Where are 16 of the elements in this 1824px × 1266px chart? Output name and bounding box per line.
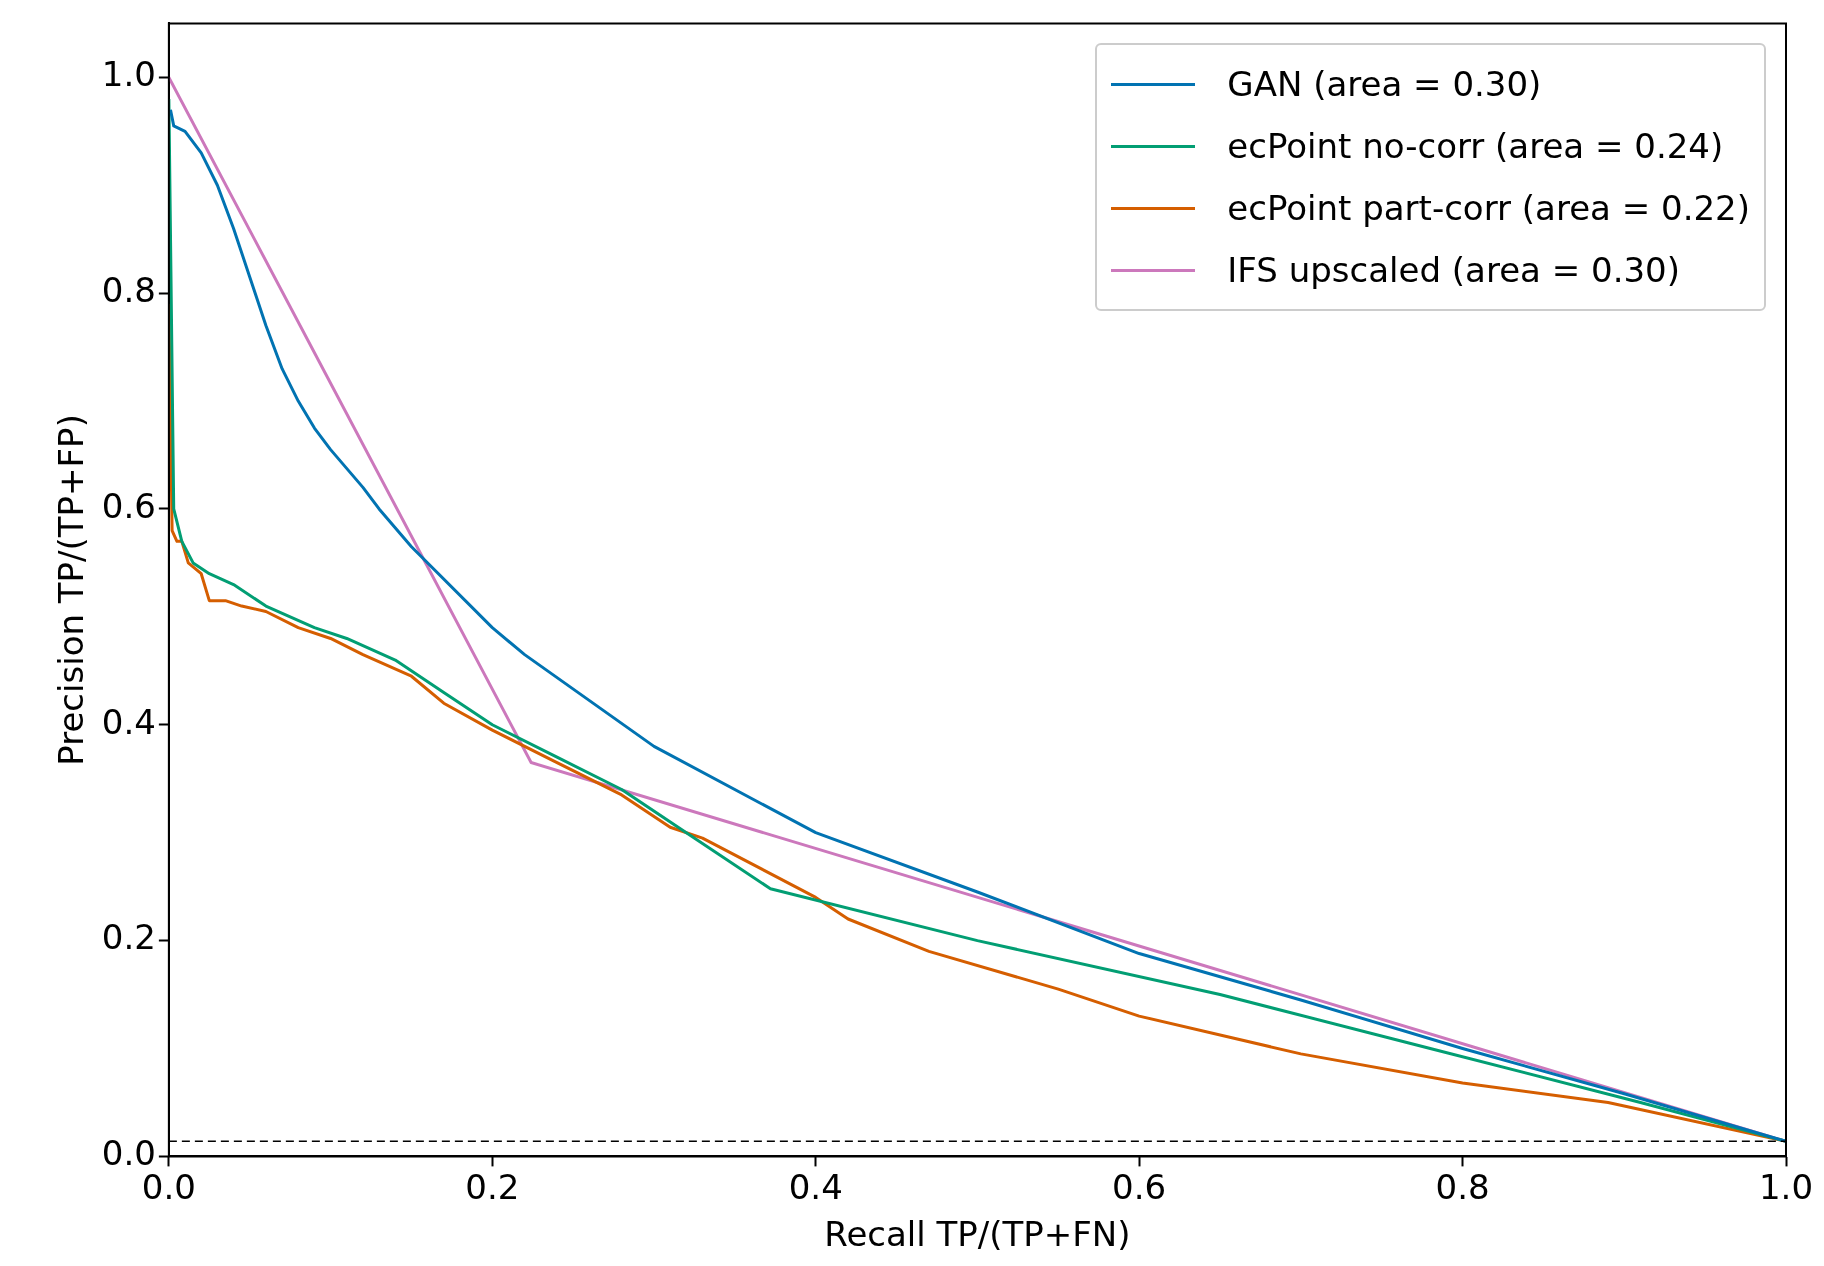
y-tick-label: 0.6 (101, 485, 156, 526)
y-tick-label: 0.2 (101, 917, 156, 958)
x-tick-label: 0.2 (465, 1166, 520, 1207)
legend-label: ecPoint part-corr (area = 0.22) (1227, 187, 1750, 231)
x-tick-label: 1.0 (1758, 1166, 1814, 1207)
legend-label: IFS upscaled (area = 0.30) (1227, 249, 1681, 293)
y-tick-label: 0.8 (101, 269, 156, 310)
legend-label: GAN (area = 0.30) (1227, 63, 1542, 107)
y-tick-label: 1.0 (101, 54, 156, 95)
x-axis-title: Recall TP/(TP+FN) (824, 1214, 1131, 1255)
legend-label: ecPoint no-corr (area = 0.24) (1227, 125, 1724, 169)
x-tick-label: 0.8 (1435, 1166, 1490, 1207)
y-tick-label: 0.4 (101, 701, 156, 742)
x-tick-label: 0.4 (788, 1166, 843, 1207)
y-axis-title: Precision TP/(TP+FP) (51, 414, 92, 766)
x-tick-label: 0.6 (1112, 1166, 1167, 1207)
